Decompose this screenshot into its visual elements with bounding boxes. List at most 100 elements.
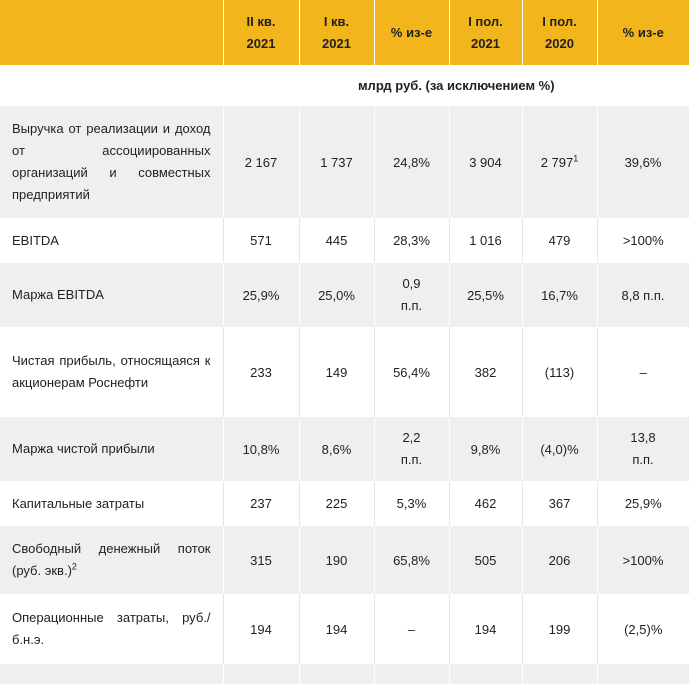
row-label: Свободный денежный поток (руб. экв.)2 bbox=[0, 526, 224, 594]
cell-change-h: >100% bbox=[597, 526, 689, 594]
cell-h1-2020: 367 bbox=[522, 481, 598, 526]
cell-change-h-text: 13,8 п.п. bbox=[630, 430, 656, 467]
footnote-2: 2 bbox=[71, 561, 77, 572]
row-label: EBITDA bbox=[0, 218, 224, 263]
table-row: Чистая прибыль, относящаяся к акционерам… bbox=[0, 327, 689, 417]
cell-h1-2020: 479 bbox=[522, 218, 598, 263]
cell-change-q: 28,3% bbox=[374, 218, 450, 263]
row-label-text: Выручка от реализации и доход от ассоции… bbox=[12, 121, 211, 202]
cell-q2-2021: 2 167 bbox=[223, 106, 300, 218]
cell-q1-2021: 194 bbox=[299, 594, 375, 664]
row-label: Капитальные затраты bbox=[0, 481, 224, 526]
cell-q2-2021: 237 bbox=[223, 481, 300, 526]
cell-h1-2021: 462 bbox=[449, 481, 523, 526]
row-label-text: Операционные затраты, руб./б.н.э. bbox=[12, 610, 211, 647]
row-label: Выручка от реализации и доход от ассоции… bbox=[0, 106, 224, 218]
cell-q2-2021: 315 bbox=[223, 526, 300, 594]
cell-q2-2021: 194 bbox=[223, 594, 300, 664]
header-h1-2020-text: I пол. 2020 bbox=[542, 13, 577, 51]
row-label: Маржа EBITDA bbox=[0, 263, 224, 327]
cell-q2-2021: 571 bbox=[223, 218, 300, 263]
cell-change-h: >100% bbox=[597, 218, 689, 263]
cell-change-h: – bbox=[597, 327, 689, 417]
header-q2-2021-text: II кв. 2021 bbox=[246, 13, 276, 51]
partial-cell bbox=[223, 664, 300, 684]
cell-q1-2021: 149 bbox=[299, 327, 375, 417]
table-row: Маржа чистой прибыли 10,8% 8,6% 2,2 п.п.… bbox=[0, 417, 689, 481]
partial-cell bbox=[0, 664, 224, 684]
table-row: Свободный денежный поток (руб. экв.)2 31… bbox=[0, 526, 689, 594]
table-row: Выручка от реализации и доход от ассоции… bbox=[0, 106, 689, 218]
cell-q2-2021: 10,8% bbox=[223, 417, 300, 481]
cell-change-h: 8,8 п.п. bbox=[597, 263, 689, 327]
header-q1-2021-text: I кв. 2021 bbox=[322, 13, 351, 51]
cell-q2-2021: 233 bbox=[223, 327, 300, 417]
partial-cell bbox=[374, 664, 450, 684]
cell-change-h: 13,8 п.п. bbox=[597, 417, 689, 481]
header-change-q-text: % из-е bbox=[390, 25, 433, 40]
cell-h1-2021: 3 904 bbox=[449, 106, 523, 218]
footnote-1: 1 bbox=[573, 153, 579, 164]
table-row: Операционные затраты, руб./б.н.э. 194 19… bbox=[0, 594, 689, 664]
cell-change-h: 39,6% bbox=[597, 106, 689, 218]
cell-q1-2021: 190 bbox=[299, 526, 375, 594]
cell-change-q: – bbox=[374, 594, 450, 664]
cell-h1-2020: (113) bbox=[522, 327, 598, 417]
table-row-partial bbox=[0, 664, 689, 684]
cell-change-q: 0,9 п.п. bbox=[374, 263, 450, 327]
row-label: Операционные затраты, руб./б.н.э. bbox=[0, 594, 224, 664]
units-empty bbox=[0, 65, 224, 106]
header-change-h: % из-е bbox=[597, 0, 689, 65]
cell-change-h: 25,9% bbox=[597, 481, 689, 526]
cell-h1-2021: 9,8% bbox=[449, 417, 523, 481]
table-header-row: II кв. 2021 I кв. 2021 % из-е I пол. 202… bbox=[0, 0, 689, 65]
cell-q1-2021: 25,0% bbox=[299, 263, 375, 327]
table-row: Маржа EBITDA 25,9% 25,0% 0,9 п.п. 25,5% … bbox=[0, 263, 689, 327]
header-q2-2021: II кв. 2021 bbox=[223, 0, 300, 65]
header-change-q: % из-е bbox=[374, 0, 450, 65]
row-label-text: Чистая прибыль, относящаяся к акционерам… bbox=[12, 353, 211, 390]
cell-change-q: 5,3% bbox=[374, 481, 450, 526]
cell-h1-2021: 25,5% bbox=[449, 263, 523, 327]
cell-h1-2020: 199 bbox=[522, 594, 598, 664]
units-row: млрд руб. (за исключением %) bbox=[0, 65, 689, 106]
cell-h1-2021: 194 bbox=[449, 594, 523, 664]
cell-q1-2021: 225 bbox=[299, 481, 375, 526]
cell-change-q: 56,4% bbox=[374, 327, 450, 417]
partial-cell bbox=[597, 664, 689, 684]
header-q1-2021: I кв. 2021 bbox=[299, 0, 375, 65]
cell-h1-2020-value: 2 797 bbox=[540, 154, 574, 170]
header-h1-2021: I пол. 2021 bbox=[449, 0, 523, 65]
cell-h1-2021: 382 bbox=[449, 327, 523, 417]
table-row: Капитальные затраты 237 225 5,3% 462 367… bbox=[0, 481, 689, 526]
header-h1-2020: I пол. 2020 bbox=[522, 0, 598, 65]
cell-change-q-text: 0,9 п.п. bbox=[400, 276, 423, 313]
cell-h1-2020: 206 bbox=[522, 526, 598, 594]
cell-change-q: 2,2 п.п. bbox=[374, 417, 450, 481]
units-label: млрд руб. (за исключением %) bbox=[222, 65, 689, 106]
cell-q1-2021: 445 bbox=[299, 218, 375, 263]
table-row: EBITDA 571 445 28,3% 1 016 479 >100% bbox=[0, 218, 689, 263]
partial-cell bbox=[299, 664, 375, 684]
row-label-text: Свободный денежный поток (руб. экв.) bbox=[12, 541, 211, 578]
cell-change-q-text: 2,2 п.п. bbox=[400, 430, 423, 467]
header-change-h-text: % из-е bbox=[622, 25, 664, 40]
cell-q1-2021: 1 737 bbox=[299, 106, 375, 218]
header-empty bbox=[0, 0, 224, 65]
partial-cell bbox=[449, 664, 523, 684]
cell-q1-2021: 8,6% bbox=[299, 417, 375, 481]
cell-change-q: 65,8% bbox=[374, 526, 450, 594]
partial-cell bbox=[522, 664, 598, 684]
cell-h1-2020: 2 7971 bbox=[522, 106, 598, 218]
cell-change-h: (2,5)% bbox=[597, 594, 689, 664]
cell-h1-2021: 1 016 bbox=[449, 218, 523, 263]
row-label: Маржа чистой прибыли bbox=[0, 417, 224, 481]
cell-q2-2021: 25,9% bbox=[223, 263, 300, 327]
row-label: Чистая прибыль, относящаяся к акционерам… bbox=[0, 327, 224, 417]
cell-change-q: 24,8% bbox=[374, 106, 450, 218]
cell-h1-2020: 16,7% bbox=[522, 263, 598, 327]
header-h1-2021-text: I пол. 2021 bbox=[468, 13, 503, 51]
cell-h1-2020: (4,0)% bbox=[522, 417, 598, 481]
cell-h1-2021: 505 bbox=[449, 526, 523, 594]
